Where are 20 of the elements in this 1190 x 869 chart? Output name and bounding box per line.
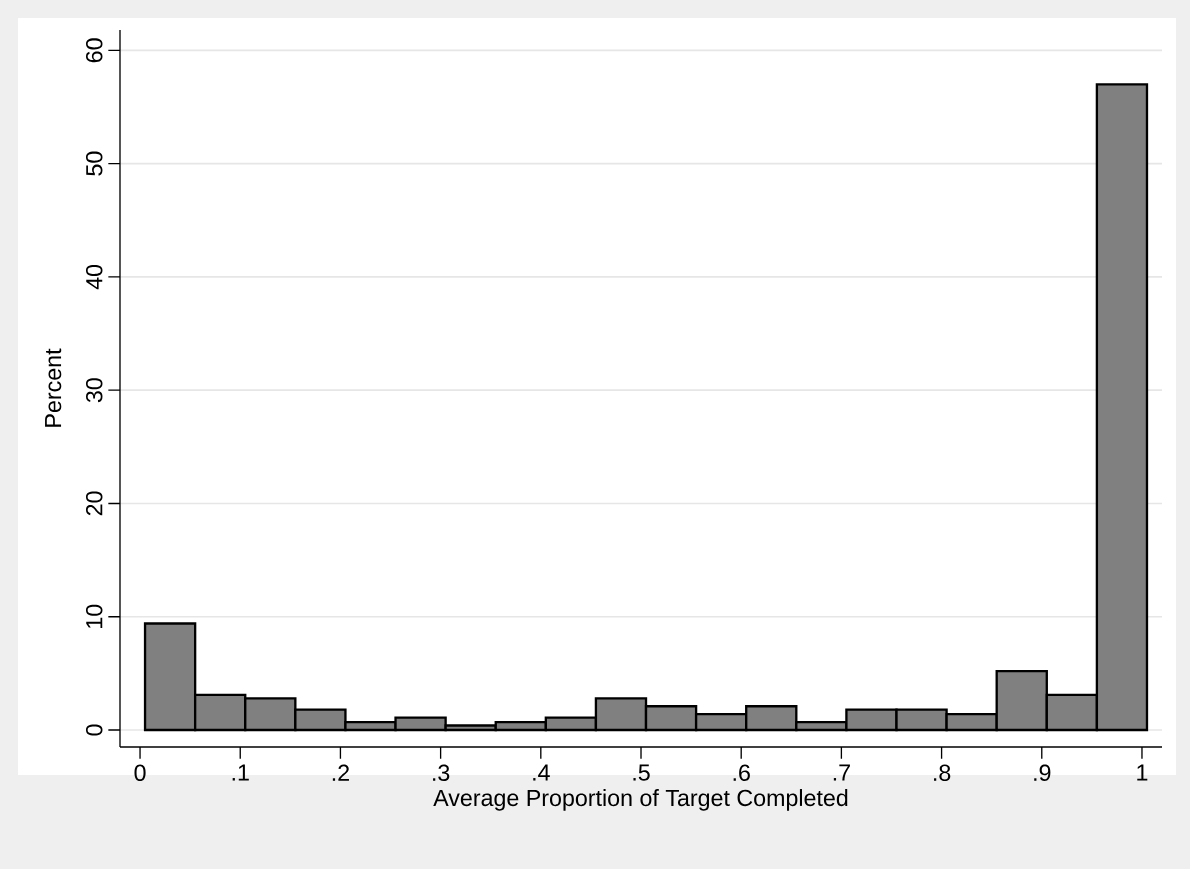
x-axis-title: Average Proportion of Target Completed <box>433 789 848 811</box>
x-tick-label: .9 <box>1034 764 1051 781</box>
x-tick-label: .7 <box>833 764 850 781</box>
x-tick-label: .3 <box>433 764 450 781</box>
x-tick-label: 0 <box>134 764 146 781</box>
y-tick-label: 30 <box>85 378 103 403</box>
x-tick-label: 1 <box>1137 764 1148 781</box>
x-tick-label: .6 <box>733 764 750 781</box>
x-tick-label: .4 <box>533 764 550 781</box>
y-tick-label: 20 <box>85 491 103 516</box>
y-tick-label: 40 <box>85 264 103 290</box>
y-axis-title: Percent <box>45 348 62 427</box>
y-tick-label: 60 <box>85 38 103 63</box>
x-tick-label: .8 <box>934 764 951 781</box>
x-tick-label: .5 <box>633 764 650 781</box>
x-tick-label: .2 <box>332 764 349 781</box>
y-tick-label: 10 <box>85 604 103 628</box>
y-tick-label: 0 <box>85 724 103 736</box>
y-tick-label: 50 <box>85 151 103 176</box>
x-tick-label: .1 <box>232 764 249 781</box>
